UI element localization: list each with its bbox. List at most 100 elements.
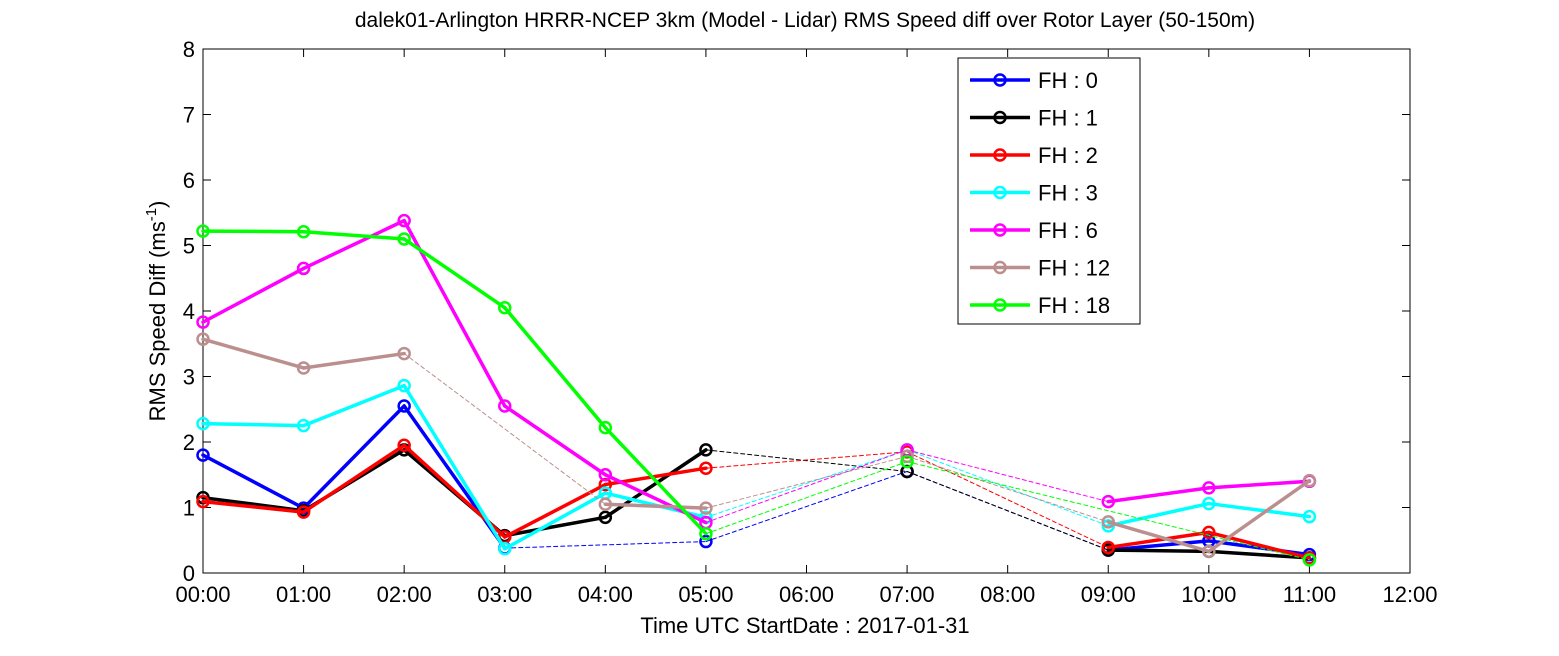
data-point <box>598 420 613 435</box>
y-tick-label: 2 <box>183 430 195 455</box>
x-tick-label: 08:00 <box>980 582 1035 607</box>
data-point <box>296 224 311 239</box>
x-tick-label: 00:00 <box>175 582 230 607</box>
data-point <box>699 443 713 457</box>
plot-area <box>202 48 1411 574</box>
data-point <box>598 510 613 525</box>
chart-title: dalek01-Arlington HRRR-NCEP 3km (Model -… <box>355 9 1255 32</box>
x-tick-label: 06:00 <box>779 582 834 607</box>
y-axis: 0 1 2 3 4 5 6 7 8 <box>183 37 1410 586</box>
legend-entry: FH : 12 <box>970 256 1110 281</box>
legend-swatch-marker <box>993 298 1007 312</box>
data-point <box>196 332 210 346</box>
series <box>196 332 1317 559</box>
data-point <box>196 315 210 329</box>
series-layer <box>196 213 1317 567</box>
legend-swatch-marker <box>993 260 1007 275</box>
x-tick-label: 02:00 <box>377 582 432 607</box>
y-tick-label: 8 <box>183 37 195 62</box>
series-segment <box>1207 530 1312 560</box>
legend-swatch-marker <box>993 223 1007 237</box>
series-segment <box>402 237 507 310</box>
legend-swatch-marker <box>993 185 1007 200</box>
y-tick-label: 5 <box>183 234 195 259</box>
series-gap-segment <box>705 449 908 518</box>
y-axis-label-close: ) <box>145 201 170 208</box>
series-segment <box>201 421 306 428</box>
series-segment <box>201 337 306 370</box>
series-gap-segment <box>705 470 908 543</box>
data-point <box>498 542 512 556</box>
x-tick-label: 09:00 <box>1081 582 1136 607</box>
series-gap-segment <box>705 449 908 524</box>
data-point <box>1101 494 1115 509</box>
series-segment <box>503 482 608 539</box>
data-point <box>397 438 411 453</box>
series-gap-segment <box>705 455 908 509</box>
series-segment <box>201 229 306 234</box>
series-segment <box>301 404 406 510</box>
series-segment <box>503 491 608 551</box>
series-segment <box>1207 501 1312 519</box>
data-point <box>397 399 411 413</box>
series-segment <box>1207 479 1312 490</box>
data-point <box>1202 525 1216 540</box>
series-segment <box>301 383 406 428</box>
x-axis: 00:00 01:00 02:00 03:00 04:00 05:00 06:00 07:00… <box>175 49 1438 607</box>
legend-label: FH : 12 <box>1038 256 1110 281</box>
data-point <box>397 232 411 246</box>
data-point <box>598 468 613 482</box>
legend-swatch-marker <box>993 110 1007 125</box>
x-tick-label: 04:00 <box>578 582 633 607</box>
series-segment <box>603 425 708 536</box>
data-point <box>296 261 311 276</box>
series-segment <box>1106 548 1211 554</box>
x-tick-label: 01:00 <box>276 582 331 607</box>
series-gap-segment <box>906 455 1109 523</box>
data-point <box>296 418 311 433</box>
data-point <box>296 361 311 375</box>
series-segment <box>201 453 306 510</box>
data-point <box>1202 544 1216 559</box>
series-segment <box>301 351 406 370</box>
x-tick-label: 03:00 <box>477 582 532 607</box>
data-point <box>1202 481 1216 495</box>
x-tick-label: 10:00 <box>1181 582 1236 607</box>
data-point <box>196 448 210 462</box>
legend-entry: FH : 1 <box>970 106 1098 131</box>
series <box>196 224 1317 567</box>
data-point <box>1202 496 1216 511</box>
series-segment <box>1207 478 1312 554</box>
series-segment <box>1207 549 1312 560</box>
y-tick-label: 6 <box>183 168 195 193</box>
legend-label: FH : 3 <box>1038 181 1098 206</box>
legend: FH : 0 FH : 1 FH : 2 FH : 3 FH : 6 FH : 12 FH … <box>957 57 1141 325</box>
data-point <box>397 346 411 361</box>
series-gap-segment <box>906 461 1310 561</box>
x-tick-label: 11:00 <box>1283 582 1336 607</box>
y-axis-label-main: RMS Speed Diff (ms <box>145 221 170 421</box>
series-gap-segment <box>906 449 1109 527</box>
series-segment <box>402 383 507 551</box>
series-gap-segment <box>906 470 1109 551</box>
plot-background <box>202 48 1411 574</box>
series-segment <box>1106 486 1211 504</box>
legend-swatch-marker <box>993 148 1007 162</box>
data-point <box>498 300 512 315</box>
x-axis-label: Time UTC StartDate : 2017-01-31 <box>640 613 969 638</box>
data-point <box>1101 515 1115 529</box>
data-point <box>196 224 210 238</box>
data-point <box>699 461 713 475</box>
series-gap-segment <box>705 451 908 469</box>
data-point <box>1101 540 1115 555</box>
data-point <box>196 494 210 509</box>
y-axis-label: RMS Speed Diff (ms-1) <box>143 201 170 422</box>
legend-label: FH : 2 <box>1038 143 1098 168</box>
series-segment <box>503 404 608 477</box>
series-segment <box>201 266 306 324</box>
series <box>196 213 1317 530</box>
series-gap-segment <box>906 449 1109 503</box>
x-tick-label: 05:00 <box>678 582 733 607</box>
x-tick-label: 12:00 <box>1382 582 1437 607</box>
y-tick-label: 1 <box>183 496 195 521</box>
